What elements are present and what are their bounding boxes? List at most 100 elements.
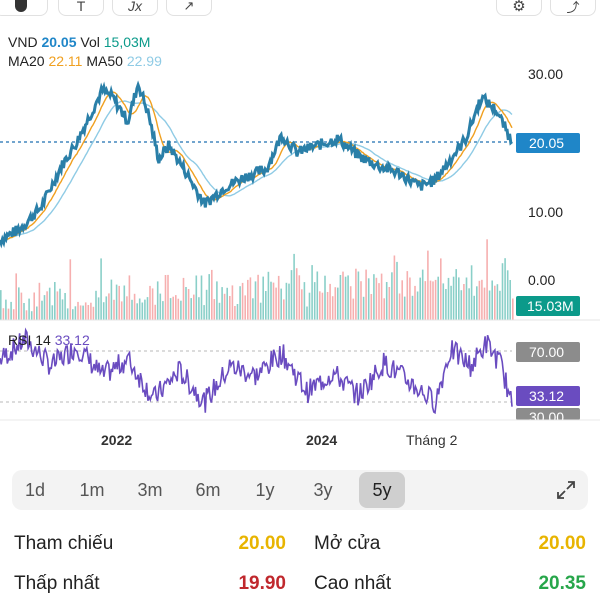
volume-bar (421, 269, 424, 320)
volume-bar (303, 282, 306, 320)
drawing-tool-button[interactable] (0, 0, 48, 16)
volume-bar (452, 276, 455, 320)
text-tool-button[interactable]: T (58, 0, 104, 16)
volume-bar (308, 292, 311, 320)
volume-bar (105, 296, 108, 320)
ma20-label: MA20 (8, 53, 45, 69)
low-price-label: Thấp nhất (14, 573, 100, 594)
chart-toolbar: T Jx ↗ ⚙ ⤴ (0, 0, 600, 18)
volume-bar (133, 293, 136, 320)
volume-last-value: 15.03M (527, 298, 574, 314)
volume-bar (64, 293, 66, 320)
volume-bar (470, 265, 473, 320)
volume-bar (167, 274, 169, 320)
settings-icon: ⚙ (512, 0, 526, 15)
formula-button[interactable]: Jx (112, 0, 158, 16)
volume-bar (352, 298, 355, 320)
volume-bar (385, 282, 388, 320)
volume-bar (383, 298, 385, 320)
formula-icon: Jx (128, 0, 142, 14)
volume-bar (403, 296, 406, 320)
volume-bar (72, 309, 74, 320)
stock-chart[interactable]: 30.00 10.00 0.00 20.05 15.03M RSI 14 33.… (0, 0, 600, 460)
open-price-value: 20.00 (538, 533, 586, 554)
ma50-label: MA50 (86, 53, 123, 69)
volume-bar (149, 285, 151, 320)
volume-bar (380, 273, 383, 320)
settings-button[interactable]: ⚙ (496, 0, 542, 16)
ma50-value: 22.99 (126, 53, 162, 69)
volume-bar (169, 298, 172, 320)
volume-bar (126, 296, 128, 320)
volume-bar (468, 288, 470, 320)
volume-bar (141, 302, 144, 320)
volume-bar (56, 291, 59, 320)
volume-bar (0, 290, 2, 320)
volume-bar (5, 299, 7, 320)
volume-bar (501, 263, 504, 320)
volume-bar (496, 284, 499, 320)
volume-bar (473, 295, 475, 320)
volume-bar (349, 286, 352, 320)
volume-bar (77, 301, 79, 320)
volume-bar (388, 287, 391, 320)
volume-bar (213, 299, 216, 320)
range-1m[interactable]: 1m (79, 479, 105, 500)
ma50-line (0, 100, 513, 243)
volume-bar (102, 302, 105, 320)
volume-bar (494, 285, 496, 320)
volume-bar (355, 268, 357, 320)
trend-button[interactable]: ↗ (166, 0, 212, 16)
volume-bar (151, 288, 154, 320)
volume-bar (221, 287, 223, 320)
range-6m[interactable]: 6m (195, 479, 221, 500)
volume-bar (172, 296, 174, 320)
volume-bar (481, 279, 483, 320)
volume-bar (190, 298, 192, 320)
volume-bar (198, 297, 200, 320)
rsi-label: RSI 14 33.12 (8, 332, 90, 348)
rsi-value: 33.12 (529, 388, 564, 404)
range-3y[interactable]: 3y (313, 479, 333, 500)
volume-bar (367, 278, 370, 320)
volume-bar (131, 299, 133, 320)
volume-bar (463, 284, 465, 320)
volume-bar (391, 272, 393, 320)
volume-bar (223, 293, 226, 320)
rsi-30-tag (516, 408, 580, 420)
price-axis-label-0: 0.00 (528, 272, 555, 288)
volume-bar (110, 279, 113, 320)
volume-bar (208, 274, 210, 320)
range-1d[interactable]: 1d (24, 479, 46, 500)
volume-bar (313, 282, 316, 320)
volume-bar (411, 295, 414, 320)
range-3m[interactable]: 3m (137, 479, 163, 500)
volume-bar (334, 287, 337, 320)
volume-bar (162, 301, 164, 320)
volume-bar (486, 239, 488, 320)
range-5y[interactable]: 5y (359, 472, 405, 508)
volume-bar (10, 301, 12, 320)
volume-bar (41, 300, 43, 320)
price-axis-label-30: 30.00 (528, 66, 563, 82)
volume-bar (347, 275, 349, 320)
volume-bar (180, 300, 182, 320)
text-tool-icon: T (76, 0, 86, 14)
price-line (0, 80, 513, 249)
expand-icon[interactable] (554, 478, 578, 502)
volume-bar (434, 279, 437, 320)
range-1y[interactable]: 1y (255, 479, 275, 500)
volume-bar (337, 287, 339, 320)
volume-bar (272, 282, 275, 320)
volume-bar (450, 285, 452, 320)
volume-bar (195, 275, 198, 320)
rsi-70-value: 70.00 (529, 344, 564, 360)
volume-bar (2, 308, 5, 320)
share-button[interactable]: ⤴ (550, 0, 596, 16)
volume-bar (306, 306, 308, 320)
volume-bar (458, 277, 460, 320)
open-price-label: Mở cửa (314, 533, 381, 554)
volume-bar (20, 292, 23, 320)
volume-bar (506, 270, 509, 320)
volume-bar (432, 281, 434, 320)
